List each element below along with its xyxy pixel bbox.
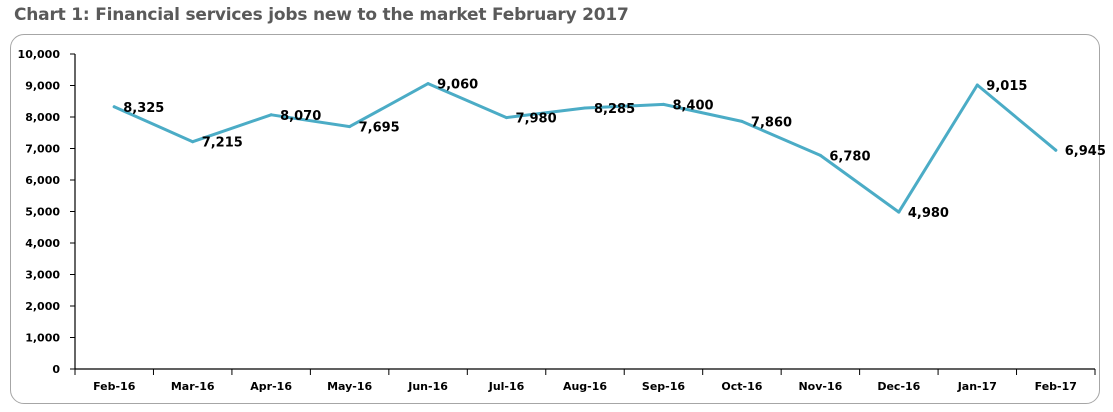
x-tick-label: Jan-17 <box>957 380 997 393</box>
y-tick-label: 9,000 <box>25 80 60 93</box>
y-tick-label: 2,000 <box>25 300 60 313</box>
x-tick-label: Oct-16 <box>721 380 762 393</box>
data-label: 7,980 <box>516 112 557 127</box>
data-label: 7,695 <box>359 121 400 136</box>
data-point <box>661 102 665 106</box>
data-point <box>740 119 744 123</box>
x-tick-label: Jun-16 <box>407 380 448 393</box>
data-label: 6,780 <box>829 149 870 164</box>
data-point <box>975 83 979 87</box>
data-label: 6,945 <box>1065 144 1106 159</box>
data-point <box>505 116 509 120</box>
data-label: 7,215 <box>202 136 243 151</box>
data-label: 7,860 <box>751 115 792 130</box>
data-point <box>269 113 273 117</box>
data-label: 8,070 <box>280 109 321 124</box>
data-label: 4,980 <box>908 206 949 221</box>
x-tick-label: Feb-17 <box>1035 380 1077 393</box>
y-tick-label: 10,000 <box>18 48 61 61</box>
x-tick-label: Sep-16 <box>642 380 685 393</box>
y-tick-label: 3,000 <box>25 269 60 282</box>
data-point <box>112 105 116 109</box>
x-tick-label: Dec-16 <box>877 380 920 393</box>
chart-frame <box>10 34 1100 404</box>
x-tick-label: Apr-16 <box>250 380 292 393</box>
y-tick-label: 8,000 <box>25 111 60 124</box>
x-tick-label: Nov-16 <box>798 380 842 393</box>
data-label: 8,285 <box>594 102 635 117</box>
data-label: 8,400 <box>672 98 713 113</box>
x-tick-label: Jul-16 <box>488 380 525 393</box>
chart-title: Chart 1: Financial services jobs new to … <box>14 5 629 25</box>
data-label: 9,060 <box>437 78 478 93</box>
data-point <box>583 106 587 110</box>
data-point <box>426 82 430 86</box>
x-tick-label: Aug-16 <box>563 380 607 393</box>
y-tick-label: 5,000 <box>25 206 60 219</box>
x-tick-label: Feb-16 <box>93 380 136 393</box>
data-point <box>348 125 352 129</box>
y-tick-label: 4,000 <box>25 237 60 250</box>
x-tick-label: May-16 <box>327 380 372 393</box>
data-label: 9,015 <box>986 79 1027 94</box>
data-point <box>818 153 822 157</box>
data-point <box>897 210 901 214</box>
y-tick-label: 6,000 <box>25 174 60 187</box>
x-tick-label: Mar-16 <box>171 380 215 393</box>
data-point <box>1054 148 1058 152</box>
data-label: 8,325 <box>123 101 164 116</box>
y-tick-label: 1,000 <box>25 332 60 345</box>
series-line <box>112 82 1058 214</box>
data-point <box>191 140 195 144</box>
y-tick-label: 0 <box>52 363 60 376</box>
y-tick-label: 7,000 <box>25 143 60 156</box>
